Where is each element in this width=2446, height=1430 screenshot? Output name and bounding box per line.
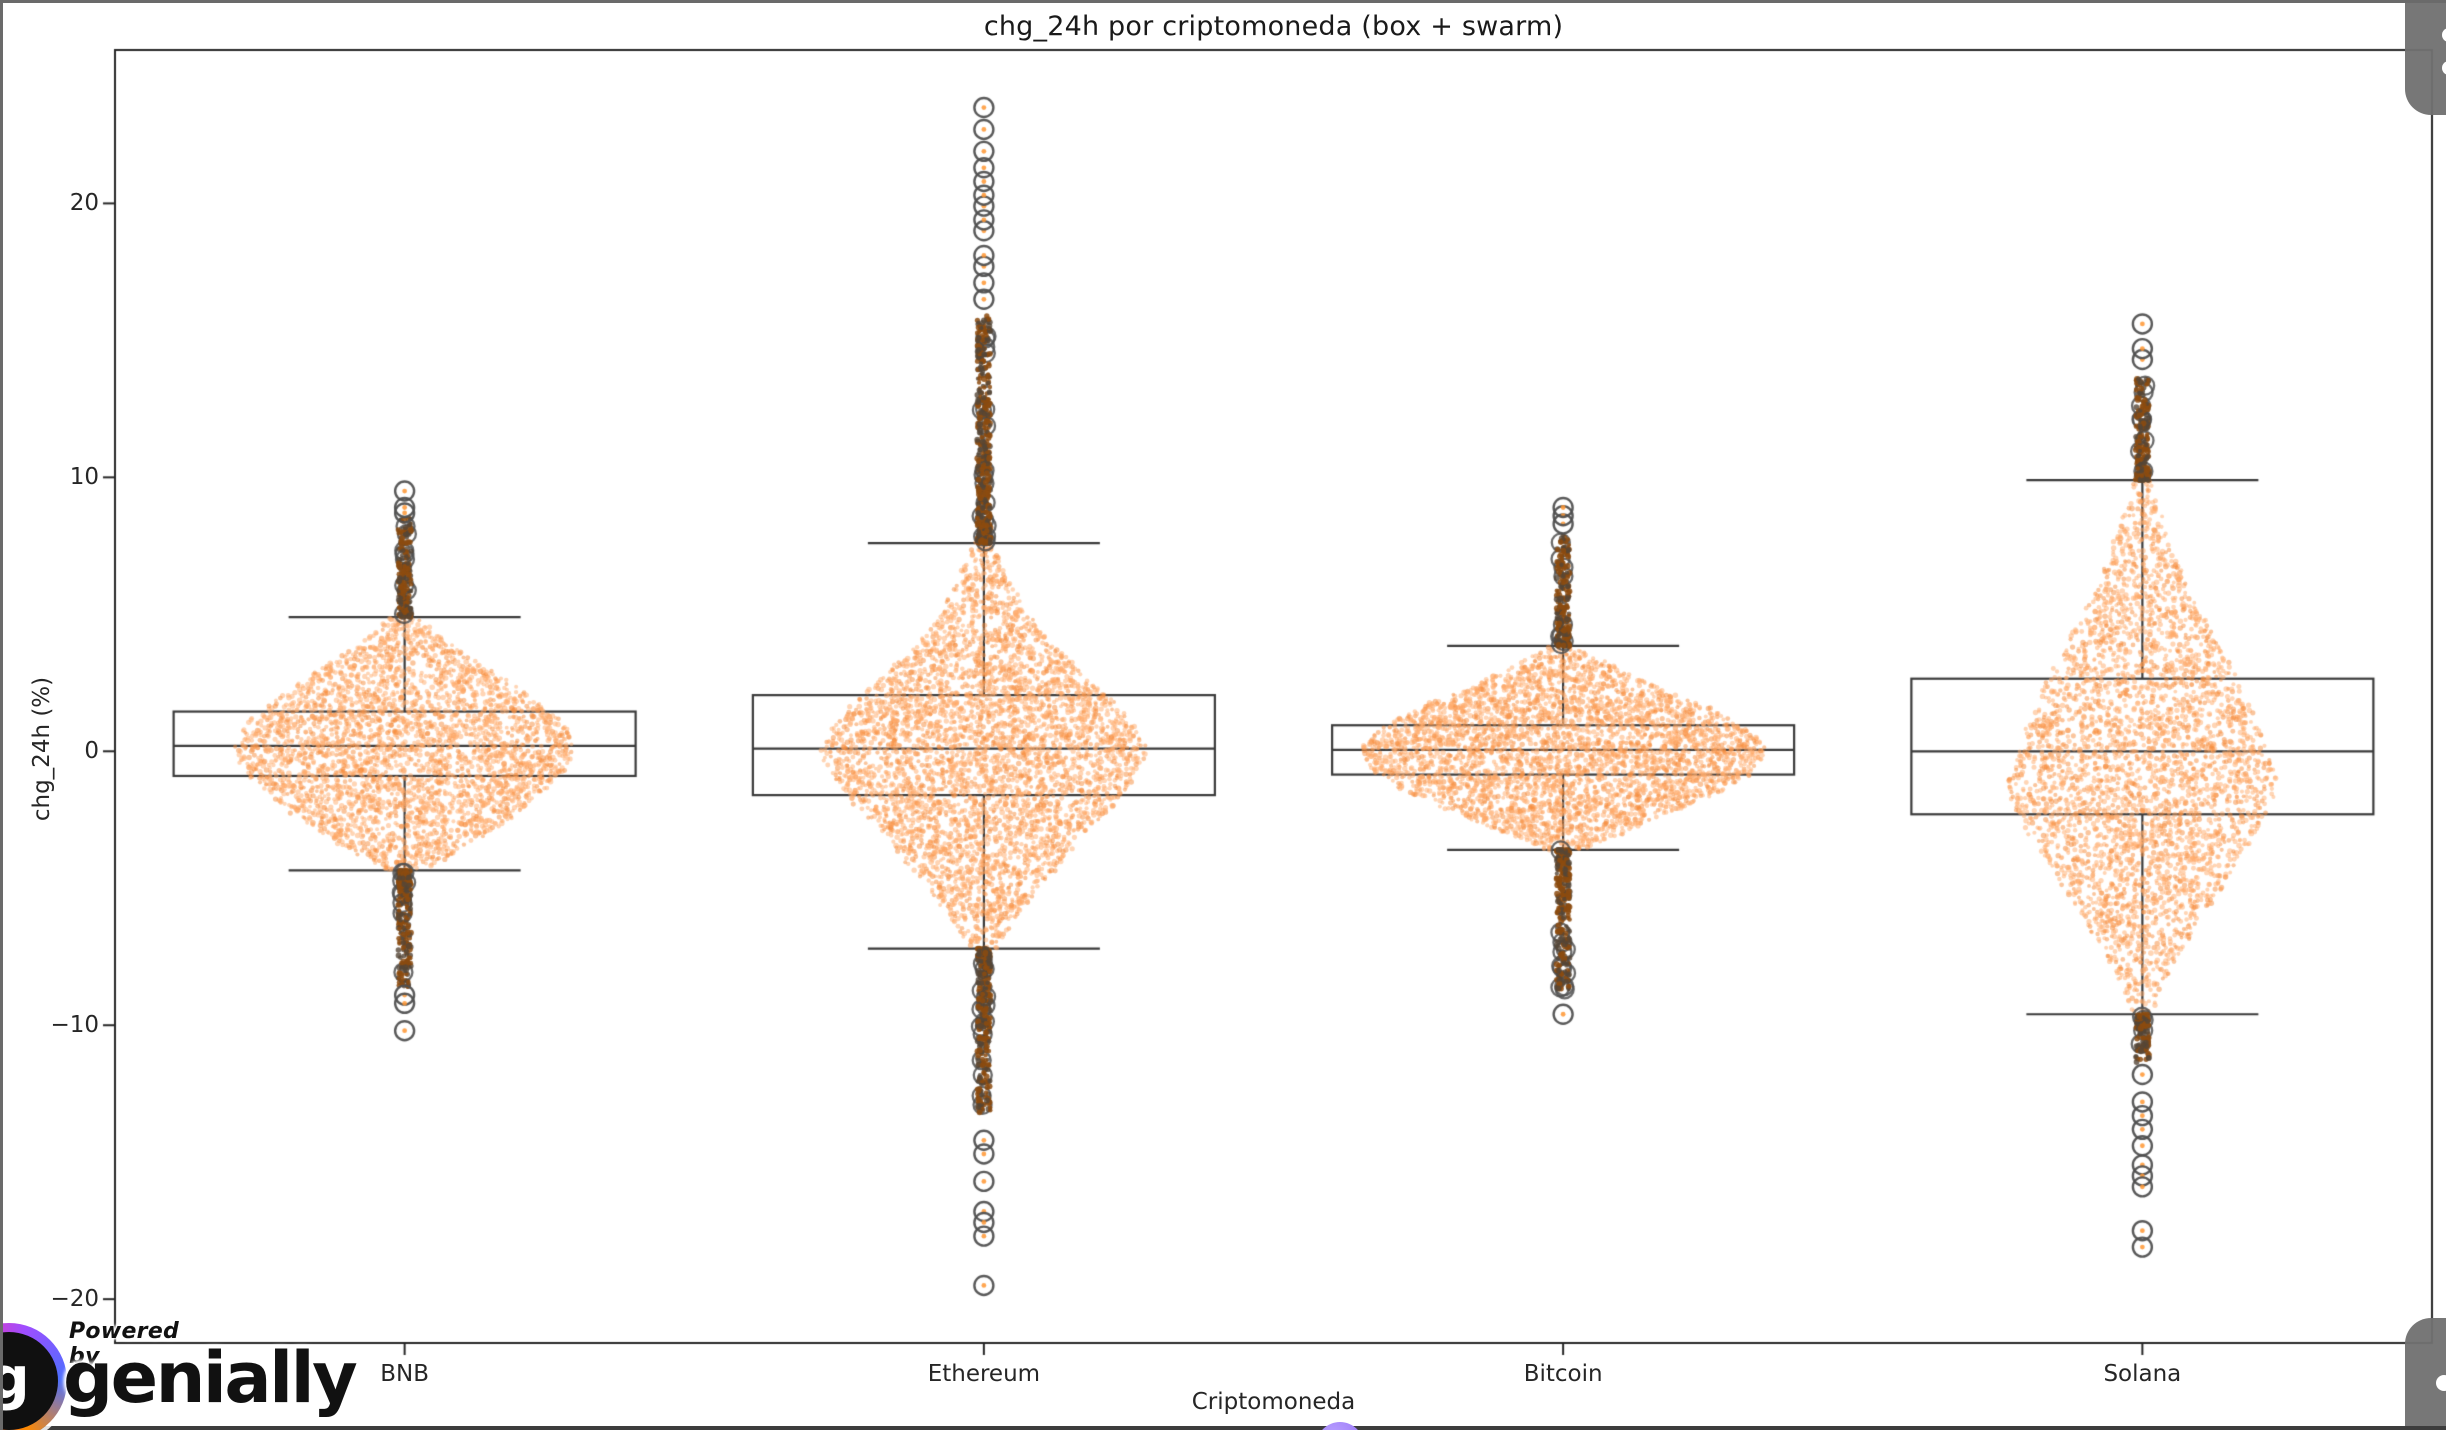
boxplot-swarm-canvas	[3, 3, 2446, 1430]
y-tick-label: −10	[50, 1012, 99, 1039]
chart-title: chg_24h por criptomoneda (box + swarm)	[983, 11, 1564, 42]
genially-brand-text: genially	[63, 1337, 358, 1419]
x-axis-label: Criptomoneda	[1191, 1389, 1356, 1415]
handle-dot-icon	[2442, 28, 2446, 42]
y-tick-label: 0	[84, 738, 99, 765]
bottom-toolbar-bar	[3, 1426, 2446, 1430]
bottom-right-panel-handle[interactable]	[2405, 1318, 2446, 1426]
genially-logo-glyph: g	[3, 1332, 58, 1430]
y-tick-label: 20	[69, 190, 99, 217]
x-tick-label-bitcoin: Bitcoin	[1523, 1361, 1603, 1387]
handle-dot-icon	[2442, 61, 2446, 75]
x-tick-label-solana: Solana	[2103, 1361, 2182, 1387]
top-right-panel-handle[interactable]	[2405, 3, 2446, 115]
bottom-center-button[interactable]	[1316, 1422, 1364, 1430]
handle-dot-icon	[2436, 1375, 2446, 1391]
genially-logo-icon: g	[3, 1323, 67, 1430]
powered-by-text: Powered by	[69, 1319, 180, 1369]
y-tick-label: −20	[50, 1286, 99, 1313]
x-tick-label-bnb: BNB	[380, 1361, 429, 1387]
x-tick-label-ethereum: Ethereum	[927, 1361, 1041, 1387]
y-tick-label: 10	[69, 464, 99, 491]
